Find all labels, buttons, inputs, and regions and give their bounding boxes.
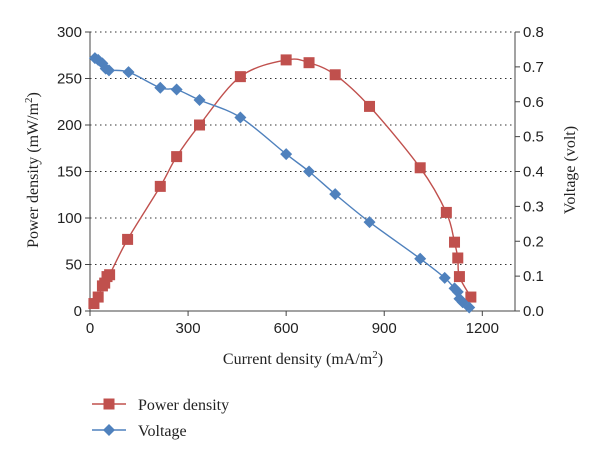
x-tick-label: 1200 bbox=[466, 320, 499, 337]
power-density-point bbox=[452, 252, 464, 264]
y-right-tick-label: 0.7 bbox=[523, 59, 544, 76]
power-density-point bbox=[364, 100, 376, 112]
power-density-point bbox=[122, 233, 134, 245]
y-right-tick-label: 0.0 bbox=[523, 303, 544, 320]
y-left-tick-label: 200 bbox=[57, 117, 82, 134]
x-tick-label: 0 bbox=[86, 320, 94, 337]
y-right-tick-label: 0.5 bbox=[523, 129, 544, 146]
y-left-tick-label: 250 bbox=[57, 71, 82, 88]
gridlines bbox=[90, 31, 515, 265]
legend-square-marker bbox=[103, 398, 115, 410]
voltage-point bbox=[414, 252, 427, 265]
y-left-tick-label: 100 bbox=[57, 210, 82, 227]
power-density-point bbox=[465, 291, 477, 303]
y-right-tick-label: 0.6 bbox=[523, 94, 544, 111]
x-axis-title: Current density (mA/m2) bbox=[223, 349, 383, 368]
legend-item-power-density: Power density bbox=[92, 397, 229, 414]
power-density-point bbox=[104, 269, 116, 281]
power-density-point bbox=[99, 277, 111, 289]
power-density-point bbox=[453, 271, 465, 283]
power-density-point bbox=[280, 54, 292, 66]
series-voltage bbox=[88, 52, 476, 314]
x-tick-label: 900 bbox=[372, 320, 397, 337]
y-left-tick-label: 50 bbox=[65, 257, 82, 274]
power-density-point bbox=[234, 71, 246, 83]
y-right-tick-label: 0.8 bbox=[523, 24, 544, 41]
legend-label-power-density: Power density bbox=[138, 397, 229, 414]
power-density-point bbox=[414, 162, 426, 174]
power-density-point bbox=[171, 151, 183, 163]
y-left-tick-label: 0 bbox=[74, 303, 82, 320]
x-tick-label: 300 bbox=[176, 320, 201, 337]
y-left-axis-title: Power density (mW/m2) bbox=[23, 92, 42, 248]
power-density-point bbox=[449, 236, 461, 248]
voltage-point bbox=[280, 148, 293, 161]
tick-labels: 0 50 100 150 200 250 300 0.0 0.1 0.2 0.3 0.4 0.5 0.6 0… bbox=[57, 24, 544, 337]
voltage-point bbox=[154, 81, 167, 94]
legend-label-voltage: Voltage bbox=[138, 423, 187, 440]
power-density-point bbox=[194, 119, 206, 131]
voltage-point bbox=[170, 83, 183, 96]
voltage-point bbox=[438, 271, 451, 284]
power-density-point bbox=[440, 206, 452, 218]
y-left-tick-label: 300 bbox=[57, 24, 82, 41]
y-right-tick-label: 0.4 bbox=[523, 164, 544, 181]
legend-diamond-marker bbox=[103, 424, 115, 436]
y-right-axis-title: Voltage (volt) bbox=[562, 126, 579, 214]
legend: Power density Voltage bbox=[92, 397, 229, 440]
power-density-point bbox=[303, 57, 315, 69]
legend-item-voltage: Voltage bbox=[92, 423, 187, 440]
voltage-point bbox=[234, 111, 247, 124]
voltage-point bbox=[329, 188, 342, 201]
power-density-point bbox=[92, 291, 104, 303]
y-right-tick-label: 0.2 bbox=[523, 233, 544, 250]
voltage-point bbox=[463, 301, 476, 314]
series-power-density bbox=[88, 54, 477, 310]
x-tick-label: 600 bbox=[274, 320, 299, 337]
voltage-point bbox=[363, 216, 376, 229]
voltage-line bbox=[94, 57, 470, 309]
voltage-point bbox=[193, 94, 206, 107]
voltage-point bbox=[303, 165, 316, 178]
axes bbox=[85, 31, 520, 316]
y-left-tick-label: 150 bbox=[57, 164, 82, 181]
power-density-point bbox=[154, 180, 166, 192]
voltage-point bbox=[102, 64, 115, 77]
voltage-point bbox=[122, 66, 135, 79]
power-density-point bbox=[88, 298, 100, 310]
power-density-point bbox=[329, 69, 341, 81]
y-right-tick-label: 0.1 bbox=[523, 268, 544, 285]
data-series bbox=[88, 52, 477, 314]
power-density-line bbox=[93, 58, 472, 304]
y-right-tick-label: 0.3 bbox=[523, 198, 544, 215]
